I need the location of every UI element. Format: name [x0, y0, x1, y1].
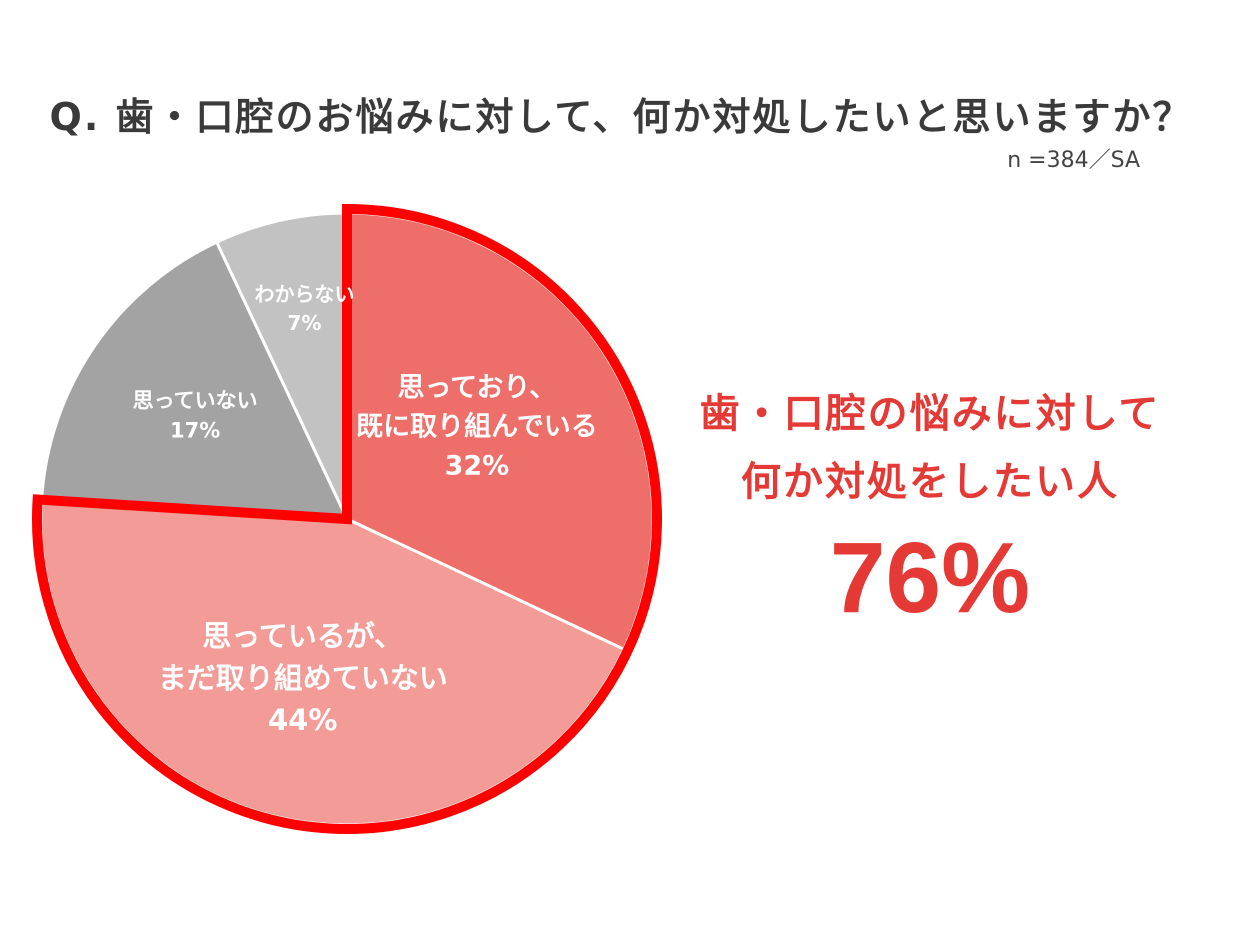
slice-label-text: 既に取り組んでいる: [356, 411, 598, 443]
slice-label-1: 思っており、既に取り組んでいる 32%: [356, 368, 598, 485]
pie-slice-3: [40, 240, 350, 521]
highlight-callout: 歯・口腔の悩みに対して 何か対処をしたい人 76%: [700, 380, 1161, 641]
highlight-outline: [32, 203, 662, 834]
chart-subtitle: n =384／SA: [1007, 148, 1140, 173]
slice-value-label: 17%: [170, 418, 221, 443]
slice-value-label: 44%: [267, 703, 338, 738]
callout-value: 76%: [829, 522, 1031, 634]
slice-label-text: わからない: [254, 282, 355, 307]
callout-line-1: 歯・口腔の悩みに対して: [699, 391, 1161, 437]
slice-label-2: 思っているが、まだ取り組めていない 44%: [158, 615, 448, 741]
slice-label-text: まだ取り組めていない: [157, 661, 448, 696]
slice-label-4: わからない 7%: [254, 280, 354, 338]
chart-title: Q. 歯・口腔のお悩みに対して、何か対処したいと思いますか？: [49, 95, 1193, 139]
slice-label-text: 思っており、: [397, 372, 557, 404]
slice-label-text: 思っているが、: [202, 619, 404, 654]
slice-value-label: 32%: [444, 450, 510, 482]
slice-label-3: 思っていない 17%: [133, 385, 258, 446]
slice-value-label: 7%: [287, 311, 322, 336]
slice-label-text: 思っていない: [132, 388, 258, 413]
callout-line-2: 何か対処をしたい人: [741, 459, 1119, 505]
